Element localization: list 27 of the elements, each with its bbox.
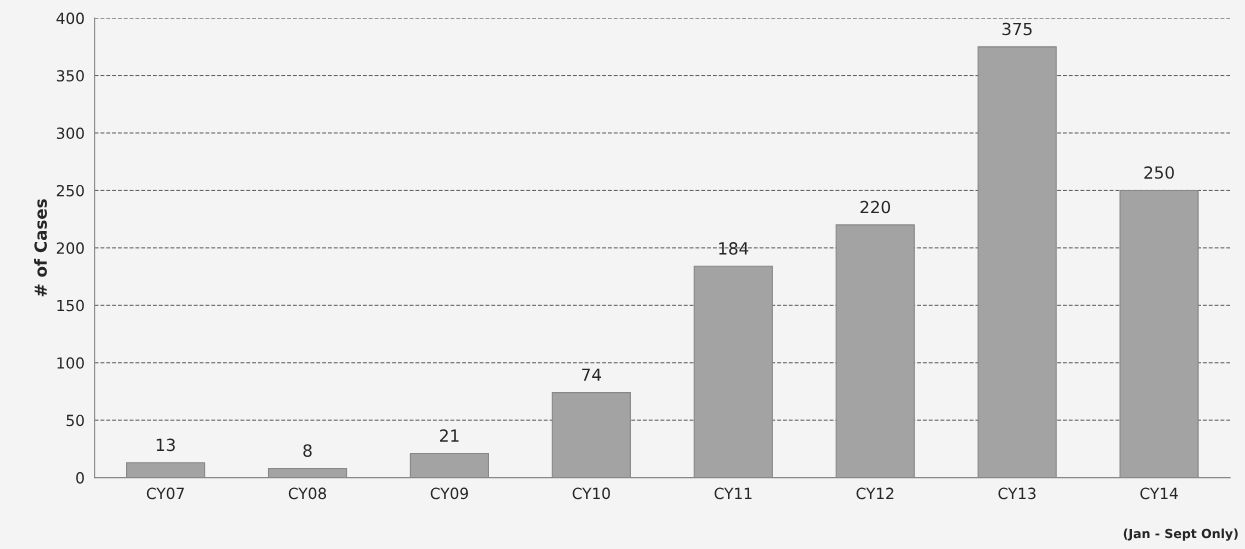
- data-label: 375: [1002, 22, 1032, 36]
- x-tick-label: CY11: [714, 487, 752, 500]
- y-tick-label: 300: [56, 127, 84, 140]
- data-label: 21: [440, 429, 459, 442]
- x-tick-label: CY10: [572, 487, 610, 500]
- y-tick-label: 150: [57, 299, 84, 312]
- y-axis-title: # of Cases: [34, 199, 47, 297]
- x-tick-label: CY14: [1140, 487, 1178, 500]
- x-tick-label: CY07: [146, 487, 184, 500]
- y-tick-label: 250: [56, 184, 84, 197]
- y-tick-label: 400: [56, 12, 84, 25]
- data-label: 8: [303, 444, 312, 457]
- y-tick-label: 50: [66, 414, 84, 427]
- text: (Jan - Sept Only): [1123, 528, 1238, 541]
- data-label: 220: [860, 200, 891, 214]
- x-tick-label: CY09: [430, 487, 468, 500]
- y-tick-label: 200: [56, 242, 84, 254]
- x-tick-label: CY08: [288, 487, 327, 500]
- x-tick-label: CY13: [998, 487, 1036, 500]
- data-label: 184: [719, 242, 749, 255]
- data-label: 13: [156, 438, 175, 452]
- x-tick-label: CY12: [856, 487, 894, 500]
- y-tick-label: 350: [56, 70, 84, 82]
- data-label: 74: [582, 368, 602, 381]
- y-tick-label: 0: [76, 472, 84, 484]
- y-tick-label: 100: [57, 357, 84, 369]
- data-label: 250: [1144, 166, 1174, 179]
